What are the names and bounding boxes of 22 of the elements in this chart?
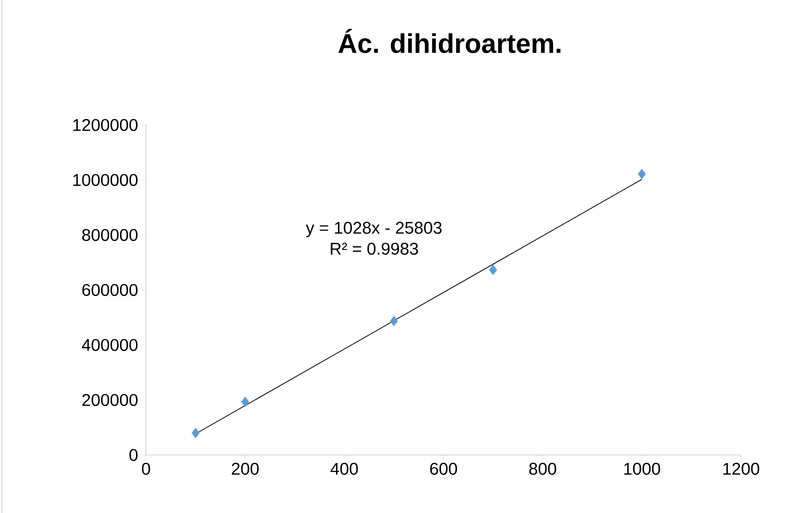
x-tick-label: 0 <box>142 462 150 475</box>
point <box>192 428 200 438</box>
point <box>241 396 250 408</box>
x-tick-label: 1000 <box>624 462 660 475</box>
y-tick-label: 800000 <box>82 228 138 242</box>
x-tick-label: 800 <box>529 462 556 475</box>
chart-title: Ác. dihidroartem. <box>338 28 560 54</box>
y-tick-label: 1200000 <box>73 118 138 132</box>
y-tick-label: 600000 <box>82 284 138 296</box>
y-tick-label: 1000000 <box>73 174 138 186</box>
x-tick-label: 1200 <box>723 462 760 475</box>
x-tick-label: 400 <box>330 462 358 475</box>
x-tick-label: 200 <box>232 462 259 475</box>
point <box>489 264 498 276</box>
annotation: y = 1028x - 25803 <box>306 222 442 238</box>
y-tick-label: 400000 <box>82 338 138 352</box>
y-tick-label: 200000 <box>82 394 138 406</box>
x-tick-label: 600 <box>430 462 458 475</box>
point <box>390 316 398 326</box>
annotation: R² = 0.9983 <box>330 242 418 255</box>
point <box>638 168 646 180</box>
y-tick-label: 0 <box>129 448 138 462</box>
